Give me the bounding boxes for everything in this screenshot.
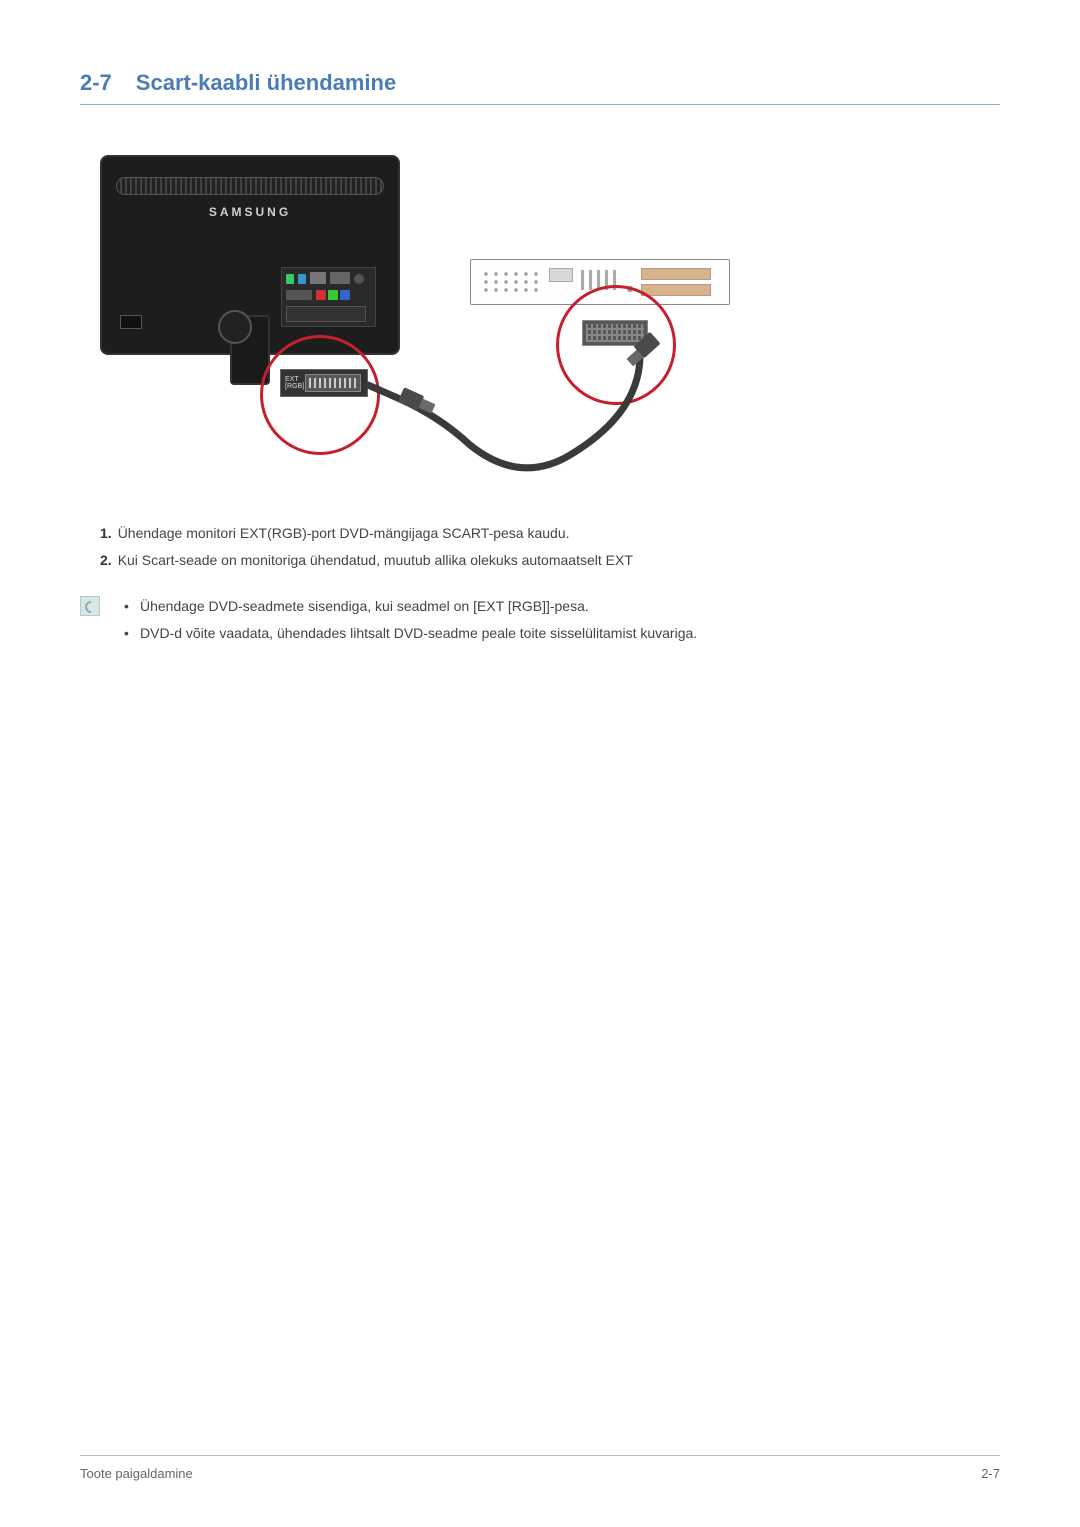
footer-right: 2-7 [981,1466,1000,1481]
note-block: Ühendage DVD-seadmete sisendiga, kui sea… [80,593,1000,646]
instruction-step: Kui Scart-seade on monitoriga ühendatud,… [100,548,1000,573]
monitor-vent [116,177,384,195]
scart-connector-monitor-icon [305,374,361,392]
dvd-scart-port [580,320,650,348]
footer-left: Toote paigaldamine [80,1466,193,1481]
diagram-canvas: SAMSUNG EXT [RGB] [100,155,740,485]
instruction-step: Ühendage monitori EXT(RGB)-port DVD-mäng… [100,521,1000,546]
note-icon [80,596,100,616]
monitor-ports-panel [281,267,376,327]
section-heading: 2-7 Scart-kaabli ühendamine [80,70,1000,105]
power-port-icon [120,315,142,329]
monitor-brand: SAMSUNG [102,205,398,219]
instruction-list: Ühendage monitori EXT(RGB)-port DVD-mäng… [100,521,1000,573]
note-item: Ühendage DVD-seadmete sisendiga, kui sea… [118,593,697,620]
scart-connector-dvd-icon [582,320,648,346]
page-footer: Toote paigaldamine 2-7 [80,1455,1000,1481]
note-list: Ühendage DVD-seadmete sisendiga, kui sea… [118,593,697,646]
note-item: DVD-d võite vaadata, ühendades lihtsalt … [118,620,697,647]
ext-rgb-label: EXT [RGB] [281,376,303,390]
section-number: 2-7 [80,70,112,96]
page: 2-7 Scart-kaabli ühendamine SAMSUNG [0,0,1080,1527]
section-title: Scart-kaabli ühendamine [136,70,396,96]
monitor-stand-knob [218,310,252,344]
connection-diagram: SAMSUNG EXT [RGB] [100,155,1000,485]
ext-rgb-port: EXT [RGB] [280,369,368,397]
